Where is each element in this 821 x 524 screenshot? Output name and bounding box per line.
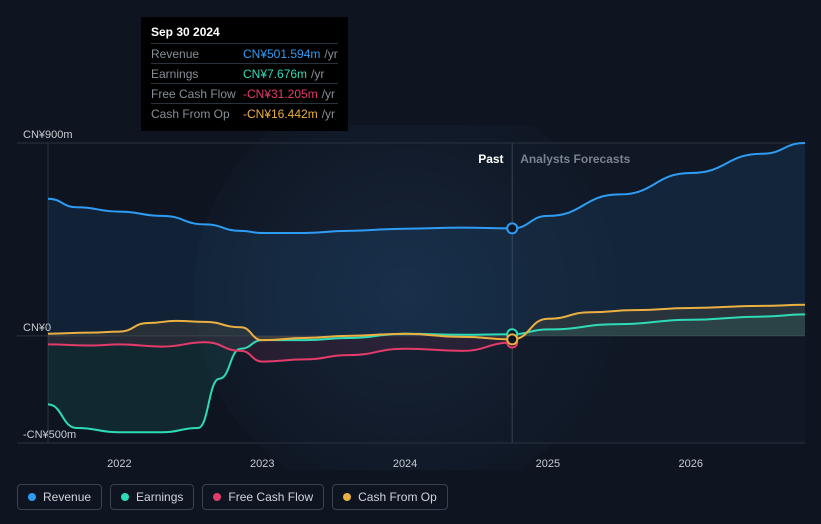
tooltip-metric-unit: /yr bbox=[322, 107, 335, 121]
legend-label: Cash From Op bbox=[358, 490, 437, 504]
chart-tooltip: Sep 30 2024 RevenueCN¥501.594m/yrEarning… bbox=[141, 17, 348, 131]
tooltip-row: EarningsCN¥7.676m/yr bbox=[151, 63, 338, 83]
x-axis-label: 2026 bbox=[678, 458, 702, 470]
financials-chart[interactable]: CN¥900m CN¥0 -CN¥500m 2022 2023 2024 2025 2026 P… bbox=[17, 125, 805, 470]
tooltip-date: Sep 30 2024 bbox=[151, 25, 338, 43]
tooltip-row: Free Cash Flow-CN¥31.205m/yr bbox=[151, 83, 338, 103]
tooltip-metric-value: -CN¥31.205m bbox=[243, 87, 318, 101]
x-axis-label: 2025 bbox=[536, 458, 560, 470]
legend-dot-icon bbox=[121, 493, 129, 501]
section-label-forecast: Analysts Forecasts bbox=[520, 152, 630, 166]
tooltip-metric-unit: /yr bbox=[311, 67, 324, 81]
tooltip-metric-value: -CN¥16.442m bbox=[243, 107, 318, 121]
legend-dot-icon bbox=[343, 493, 351, 501]
tooltip-metric-unit: /yr bbox=[324, 47, 337, 61]
legend-label: Earnings bbox=[136, 490, 183, 504]
chart-legend: Revenue Earnings Free Cash Flow Cash From O… bbox=[17, 484, 448, 510]
legend-item-earnings[interactable]: Earnings bbox=[110, 484, 194, 510]
tooltip-metric-label: Revenue bbox=[151, 47, 243, 61]
legend-item-cash-from-op[interactable]: Cash From Op bbox=[332, 484, 448, 510]
y-axis-label: -CN¥500m bbox=[23, 429, 76, 441]
y-axis-label: CN¥900m bbox=[23, 129, 73, 141]
tooltip-row: Cash From Op-CN¥16.442m/yr bbox=[151, 103, 338, 123]
y-axis-label: CN¥0 bbox=[23, 322, 51, 334]
legend-item-revenue[interactable]: Revenue bbox=[17, 484, 102, 510]
tooltip-metric-label: Free Cash Flow bbox=[151, 87, 243, 101]
x-axis-label: 2022 bbox=[107, 458, 131, 470]
x-axis-label: 2024 bbox=[393, 458, 417, 470]
x-axis-label: 2023 bbox=[250, 458, 274, 470]
section-label-past: Past bbox=[478, 152, 503, 166]
tooltip-metric-unit: /yr bbox=[322, 87, 335, 101]
legend-dot-icon bbox=[213, 493, 221, 501]
tooltip-metric-label: Earnings bbox=[151, 67, 243, 81]
tooltip-row: RevenueCN¥501.594m/yr bbox=[151, 43, 338, 63]
tooltip-metric-label: Cash From Op bbox=[151, 107, 243, 121]
legend-dot-icon bbox=[28, 493, 36, 501]
legend-item-free-cash-flow[interactable]: Free Cash Flow bbox=[202, 484, 324, 510]
legend-label: Free Cash Flow bbox=[228, 490, 313, 504]
legend-label: Revenue bbox=[43, 490, 91, 504]
tooltip-metric-value: CN¥7.676m bbox=[243, 67, 307, 81]
tooltip-metric-value: CN¥501.594m bbox=[243, 47, 320, 61]
